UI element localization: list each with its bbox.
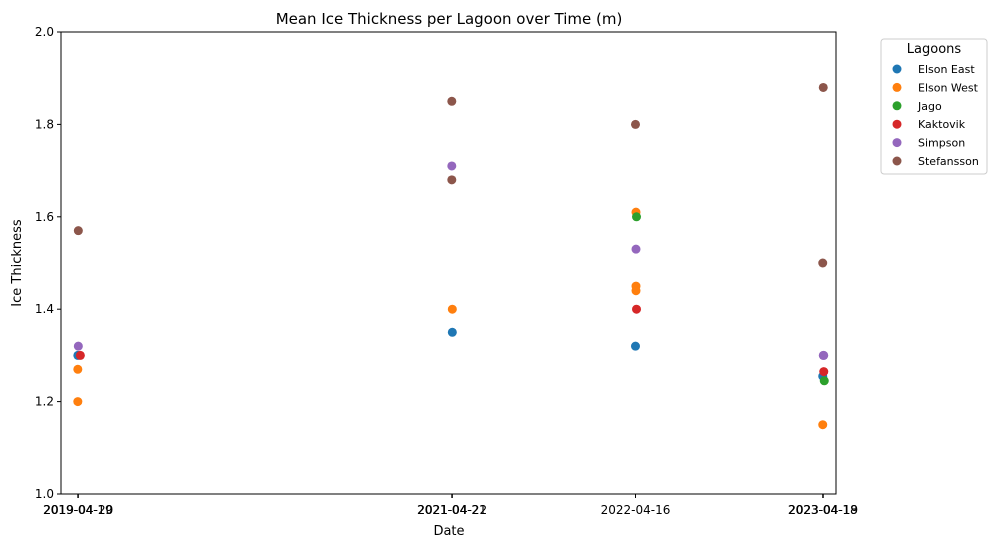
legend-entry: Jago [917,100,942,113]
data-point [819,376,829,386]
data-point [447,175,457,185]
legend-marker [892,138,902,148]
data-point [447,161,457,171]
legend-title: Lagoons [907,42,962,57]
data-point [73,397,83,407]
data-point [73,341,83,351]
legend-entry: Simpson [918,137,965,150]
x-tick-label: 2021-04-21 [417,503,487,517]
data-point [819,367,829,377]
legend: Lagoons Elson East Elson West Jago Kaktovik… [880,38,988,175]
data-point [630,341,640,351]
legend-marker [892,64,902,74]
x-tick-label: 2019-04-19 [43,503,113,517]
data-point [818,258,828,268]
plot-area [73,82,829,430]
data-point [818,82,828,92]
data-point [447,304,457,314]
y-tick-label: 1.8 [35,117,54,131]
y-tick-label: 2.0 [35,25,54,39]
x-tick-label: 2022-04-16 [601,503,671,517]
data-point [73,226,83,236]
data-point [73,364,83,374]
legend-marker [892,82,902,92]
data-point [819,350,829,360]
x-axis-label: Date [433,524,464,539]
data-point [631,286,641,296]
data-point [631,244,641,254]
x-tick-label: 2019-04-20 [43,503,113,517]
legend-marker [892,101,902,111]
legend-box [880,38,988,175]
x-tick-label: 2023-04-19 [788,503,858,517]
y-tick-label: 1.6 [35,210,54,224]
data-point [447,96,457,106]
data-point [632,212,642,222]
legend-entry: Stefansson [918,155,979,168]
data-point [818,420,828,430]
data-point [630,119,640,129]
x-tick-label: 2021-04-22 [417,503,487,517]
legend-marker [892,156,902,166]
plot-frame [60,31,837,495]
y-tick-label: 1.4 [35,302,54,316]
chart-title: Mean Ice Thickness per Lagoon over Time … [276,10,623,28]
data-point [447,327,457,337]
y-tick-label: 1.0 [35,487,54,501]
legend-entry: Kaktovik [918,118,966,131]
y-axis: 1.0 1.2 1.4 1.6 1.8 2.0 [35,25,61,501]
legend-marker [892,119,902,129]
data-point [75,350,85,360]
y-tick-label: 1.2 [35,395,54,409]
data-point [632,304,642,314]
legend-entry: Elson East [918,63,975,76]
y-axis-label: Ice Thickness [10,219,25,307]
legend-entry: Elson West [918,81,979,94]
x-tick-label: 2023-04-18 [788,503,858,517]
